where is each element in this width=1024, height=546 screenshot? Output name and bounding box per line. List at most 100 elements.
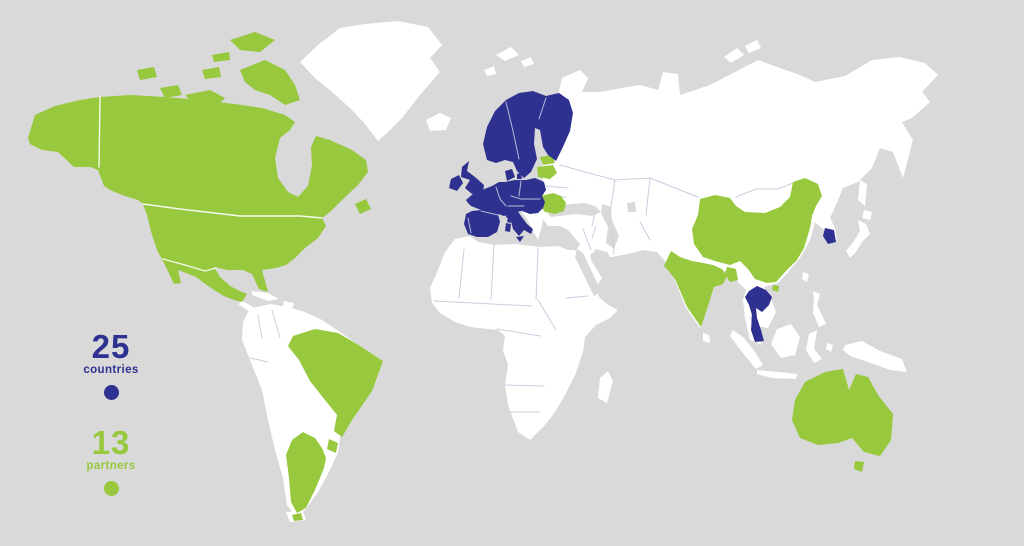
border-usa-canada [142, 203, 323, 219]
border-line [609, 179, 616, 213]
country-ireland [449, 175, 463, 191]
hispaniola [283, 301, 294, 309]
country-australia [792, 369, 893, 456]
taiwan [802, 272, 809, 282]
country-latvia [537, 165, 557, 179]
legend-countries: 25 countries [78, 330, 144, 400]
border-line [591, 225, 597, 239]
countries-count: 25 [91, 328, 131, 365]
countries-scandinavia-finland [483, 91, 573, 178]
svalbard-island [521, 57, 534, 67]
moluccas [826, 343, 833, 352]
country-australia-tasmania [854, 461, 864, 472]
central-america [238, 301, 258, 314]
border-line [504, 384, 545, 387]
border-line [249, 357, 269, 363]
country-india [664, 251, 727, 327]
border-line [458, 248, 465, 299]
country-argentina [286, 432, 326, 513]
red-sea [575, 249, 601, 296]
border-germany-poland [518, 180, 522, 197]
country-china [692, 178, 822, 283]
countries-canada-usa-mexico [28, 95, 368, 302]
border-czechia [510, 195, 522, 200]
border-norway-sweden [505, 101, 520, 160]
sumatra [730, 330, 763, 369]
country-romania [539, 193, 566, 214]
country-brazil [288, 329, 383, 437]
country-canada-arctic-island [202, 67, 221, 79]
country-argentina-tierra-del-fuego [292, 513, 303, 521]
border-line [559, 164, 699, 198]
sakhalin [858, 180, 867, 206]
madagascar [598, 371, 613, 403]
border-line [565, 295, 589, 299]
country-canada-banks-island [160, 85, 182, 98]
caspian-sea [601, 204, 619, 249]
partners-dot-icon [103, 481, 119, 496]
border-sweden-finland [538, 97, 547, 120]
border-line [537, 299, 557, 331]
novaya-zemlya-island [724, 48, 744, 63]
border-line [271, 309, 281, 339]
novaya-zemlya-island [745, 40, 761, 53]
border-alaska-canada [98, 96, 101, 168]
border-line [582, 228, 592, 251]
partners-label: partners [86, 460, 136, 472]
aral-sea [627, 202, 636, 212]
country-china-hainan [772, 285, 779, 292]
country-canada-newfoundland [355, 199, 371, 214]
cuba [252, 291, 279, 301]
persian-gulf [593, 249, 611, 261]
countries-thailand-malaysia [745, 286, 772, 342]
country-canada-baffin-island [240, 60, 300, 105]
sri-lanka [703, 333, 710, 343]
borneo [771, 324, 800, 358]
svalbard-island [484, 66, 496, 76]
country-canada-arctic-island [137, 67, 157, 80]
border-france-spain [480, 210, 499, 216]
legend: 25 countries 13 partners [78, 330, 144, 510]
country-denmark [505, 169, 515, 181]
hokkaido [862, 210, 872, 220]
country-borders [249, 164, 794, 413]
border-line [639, 221, 651, 241]
country-italy [506, 210, 533, 236]
countries-western-central-europe [464, 178, 546, 237]
country-italy-sardinia [505, 223, 511, 232]
border-line [611, 229, 615, 255]
java [757, 370, 797, 379]
border-line [433, 300, 533, 307]
border-line [545, 185, 569, 189]
africa-landmass [430, 236, 618, 440]
border-line [257, 314, 263, 339]
japan [846, 220, 870, 258]
country-estonia [540, 155, 555, 165]
border-line [645, 177, 651, 216]
iceland [426, 113, 451, 131]
border-line [591, 211, 596, 227]
partner-countries-green [28, 32, 893, 521]
border-line [735, 182, 794, 198]
border-france-germany [495, 186, 507, 207]
countries-label: countries [83, 364, 139, 376]
legend-partners: 13 partners [78, 426, 144, 496]
border-line [535, 246, 539, 301]
partners-count: 13 [91, 424, 131, 461]
svalbard-island [496, 47, 519, 61]
greenland [300, 21, 442, 141]
member-countries-navy [449, 91, 836, 342]
philippines [813, 291, 826, 327]
country-united-kingdom [461, 161, 484, 194]
new-guinea [843, 341, 907, 372]
border-portugal-spain [467, 217, 472, 234]
highlight-borders [98, 96, 547, 272]
country-denmark-island [517, 173, 522, 179]
countries-dot-icon [103, 385, 119, 400]
border-line [496, 328, 541, 337]
country-france-corsica [507, 217, 512, 223]
border-line [490, 244, 495, 301]
country-south-korea [823, 228, 836, 244]
